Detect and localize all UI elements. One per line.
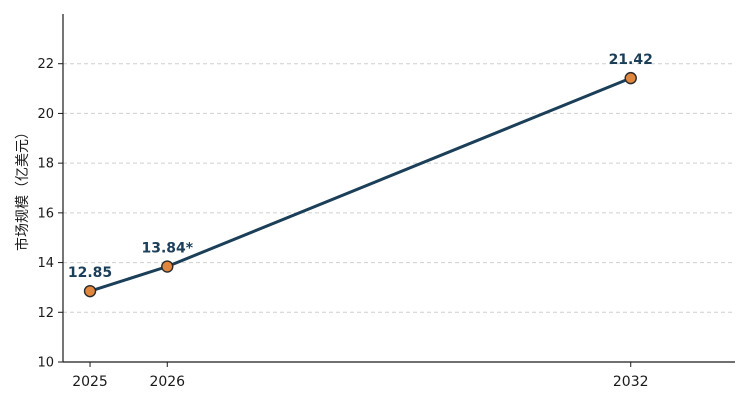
tick-labels: 10 12 14 16 18 20 22 2025 2026 2032 bbox=[37, 57, 648, 390]
y-tick-label-16: 16 bbox=[37, 206, 54, 221]
axes bbox=[62, 14, 735, 363]
y-tick-label-18: 18 bbox=[37, 157, 54, 172]
data-point-2032 bbox=[624, 71, 637, 85]
data-point-2026 bbox=[161, 260, 174, 273]
data-point-2025 bbox=[83, 284, 97, 298]
data-label-2026: 13.84* bbox=[141, 241, 193, 257]
y-tick-label-22: 22 bbox=[37, 57, 54, 72]
x-tick-label-2025: 2025 bbox=[72, 374, 108, 390]
x-tick-label-2032: 2032 bbox=[613, 374, 649, 390]
y-tick-label-12: 12 bbox=[37, 306, 54, 321]
data-label-2025: 12.85 bbox=[68, 265, 112, 281]
gridlines bbox=[63, 63, 735, 313]
data-labels: 12.85 13.84* 21.42 bbox=[68, 52, 653, 281]
y-tick-label-10: 10 bbox=[37, 356, 54, 371]
data-series bbox=[83, 71, 637, 298]
x-tick-label-2026: 2026 bbox=[149, 374, 185, 390]
series-line bbox=[89, 76, 632, 293]
data-label-2032: 21.42 bbox=[609, 52, 653, 68]
y-tick-label-14: 14 bbox=[37, 256, 54, 271]
y-tick-label-20: 20 bbox=[37, 107, 54, 122]
y-axis-label: 市场规模（亿美元） bbox=[14, 125, 31, 251]
